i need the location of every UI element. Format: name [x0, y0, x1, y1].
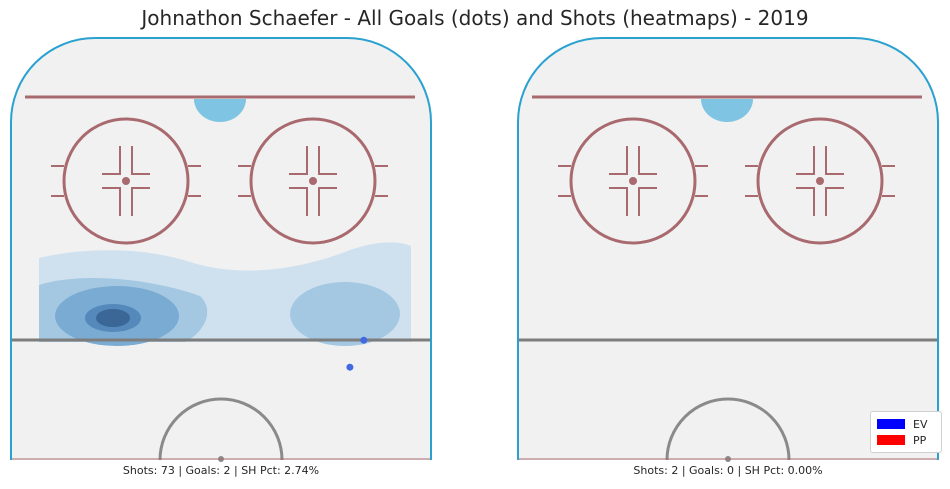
chart-title: Johnathon Schaefer - All Goals (dots) an…: [141, 6, 809, 30]
rink-left: [10, 37, 432, 462]
legend-label-ev: EV: [913, 417, 928, 431]
legend-entry-ev: EV: [877, 417, 927, 431]
faceoff-circle-right: [745, 117, 895, 245]
stats-caption-left: Shots: 73 | Goals: 2 | SH Pct: 2.74%: [122, 464, 320, 477]
heatmap-shots: [39, 242, 411, 346]
goal-crease: [194, 99, 246, 122]
legend-label-pp: PP: [913, 433, 927, 447]
legend-swatch-pp: [877, 435, 905, 445]
legend: EV PP: [870, 411, 942, 453]
goal-dot: [360, 336, 368, 344]
rink-markings: [518, 95, 938, 462]
goal-dot: [346, 363, 354, 371]
faceoff-circle-left: [558, 117, 708, 245]
faceoff-circle-right: [238, 117, 388, 245]
legend-swatch-ev: [877, 419, 905, 429]
rink-markings: [11, 95, 431, 462]
goal-crease: [701, 99, 753, 122]
heat-level-5: [96, 309, 130, 327]
boards-outline: [10, 37, 432, 460]
faceoff-circle-left: [51, 117, 201, 245]
center-circle: [158, 397, 284, 461]
legend-entry-pp: PP: [877, 433, 926, 447]
boards-outline: [517, 37, 939, 460]
rink-right: [517, 37, 939, 462]
heat-level-2b: [290, 282, 400, 346]
goal-dots-left: [346, 336, 368, 371]
center-circle: [665, 397, 791, 461]
stats-caption-right: Shots: 2 | Goals: 0 | SH Pct: 0.00%: [633, 464, 823, 477]
